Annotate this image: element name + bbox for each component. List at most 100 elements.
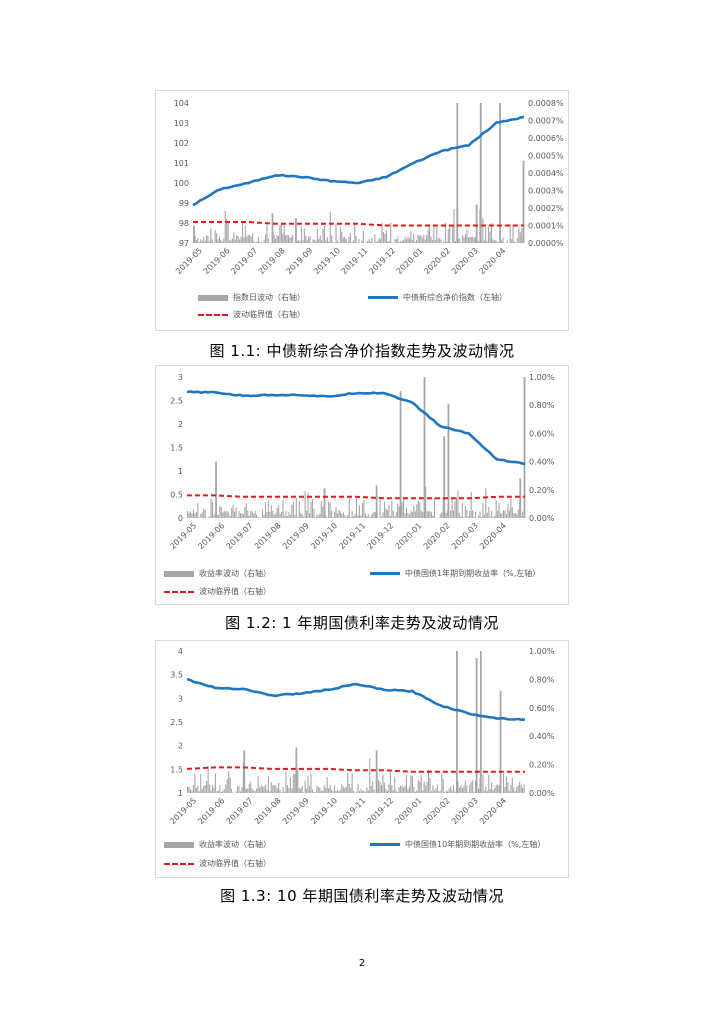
volatility-bar bbox=[234, 511, 236, 518]
volatility-bar bbox=[254, 511, 256, 518]
volatility-bar bbox=[382, 232, 385, 243]
volatility-bar bbox=[436, 517, 438, 518]
volatility-bar bbox=[217, 790, 219, 793]
volatility-bar bbox=[367, 513, 369, 518]
volatility-bar bbox=[356, 792, 358, 793]
volatility-bar bbox=[341, 513, 343, 518]
volatility-bar bbox=[370, 785, 372, 793]
volatility-bar bbox=[452, 225, 454, 243]
volatility-bar bbox=[517, 785, 519, 793]
volatility-bar bbox=[511, 777, 513, 793]
volatility-bar bbox=[469, 785, 471, 793]
volatility-bar bbox=[250, 236, 252, 243]
volatility-bar bbox=[444, 792, 446, 793]
volatility-bar bbox=[495, 500, 497, 518]
volatility-bar bbox=[511, 507, 513, 518]
volatility-bar bbox=[198, 517, 200, 518]
right-axis-tick: 0.0007% bbox=[528, 117, 564, 126]
volatility-bar bbox=[201, 789, 203, 793]
volatility-bar bbox=[232, 504, 234, 518]
volatility-bar bbox=[332, 242, 334, 243]
volatility-bar bbox=[315, 240, 317, 243]
volatility-bar bbox=[410, 510, 412, 518]
volatility-bar bbox=[313, 508, 315, 518]
volatility-bar bbox=[261, 509, 264, 518]
volatility-bar bbox=[504, 510, 506, 518]
volatility-bar bbox=[217, 239, 219, 243]
volatility-bar bbox=[253, 790, 255, 793]
volatility-bar bbox=[280, 223, 282, 243]
volatility-bar bbox=[189, 511, 192, 518]
volatility-bar bbox=[466, 785, 468, 793]
volatility-bar bbox=[227, 222, 229, 243]
volatility-bar bbox=[348, 496, 350, 518]
volatility-bar bbox=[489, 516, 491, 518]
volatility-bar bbox=[419, 781, 421, 793]
volatility-bar bbox=[395, 238, 398, 243]
volatility-bar bbox=[436, 227, 438, 243]
right-axis-tick: 0.00% bbox=[529, 789, 555, 798]
volatility-bar bbox=[475, 236, 477, 243]
volatility-bar bbox=[201, 512, 203, 518]
volatility-bar bbox=[405, 239, 408, 243]
right-axis-tick: 0.20% bbox=[529, 761, 555, 770]
x-axis-tick: 2019-06 bbox=[196, 521, 226, 551]
volatility-bar bbox=[383, 501, 386, 518]
volatility-bar bbox=[377, 240, 379, 243]
right-axis-tick: 0.20% bbox=[529, 486, 555, 495]
left-axis-tick: 2 bbox=[178, 742, 183, 751]
volatility-bar bbox=[279, 513, 281, 518]
volatility-bar bbox=[302, 240, 304, 243]
volatility-bar bbox=[502, 773, 505, 793]
volatility-bar bbox=[347, 773, 349, 793]
volatility-bar bbox=[380, 785, 383, 793]
volatility-bar bbox=[207, 235, 209, 243]
volatility-bar bbox=[194, 774, 196, 793]
volatility-bar bbox=[286, 515, 289, 518]
volatility-spike bbox=[423, 377, 426, 518]
volatility-bar bbox=[491, 781, 493, 793]
volatility-bar bbox=[333, 511, 336, 518]
volatility-bar bbox=[516, 238, 518, 243]
volatility-bar bbox=[279, 225, 281, 243]
volatility-bar bbox=[464, 505, 466, 518]
volatility-bar bbox=[388, 241, 390, 243]
volatility-bar bbox=[485, 786, 487, 793]
volatility-bar bbox=[252, 233, 254, 243]
volatility-bar bbox=[492, 790, 494, 793]
page-number: 2 bbox=[358, 958, 366, 969]
volatility-bar bbox=[386, 509, 388, 518]
volatility-bar bbox=[317, 515, 319, 518]
volatility-bar bbox=[342, 512, 344, 518]
volatility-bar bbox=[264, 502, 266, 518]
volatility-bar bbox=[363, 499, 365, 518]
left-axis-tick: 103 bbox=[174, 119, 189, 128]
x-axis-tick: 2019-11 bbox=[337, 796, 367, 826]
volatility-bar bbox=[345, 516, 347, 518]
volatility-bar bbox=[223, 789, 225, 793]
volatility-bar bbox=[441, 512, 443, 518]
volatility-bar bbox=[425, 486, 427, 518]
volatility-bar bbox=[195, 511, 197, 518]
volatility-bar bbox=[477, 788, 480, 793]
volatility-bar bbox=[489, 789, 491, 793]
volatility-bar bbox=[322, 790, 324, 793]
volatility-bar bbox=[374, 234, 376, 243]
volatility-bar bbox=[245, 788, 247, 793]
volatility-bar bbox=[236, 516, 239, 518]
volatility-bar bbox=[356, 498, 358, 518]
volatility-bar bbox=[249, 234, 251, 243]
volatility-bar bbox=[325, 787, 327, 793]
volatility-bar bbox=[513, 241, 516, 243]
volatility-bar bbox=[425, 785, 427, 793]
volatility-spike bbox=[443, 436, 446, 518]
volatility-bar bbox=[251, 511, 253, 518]
volatility-bar bbox=[200, 514, 202, 518]
volatility-bar bbox=[475, 511, 477, 518]
volatility-bar bbox=[291, 788, 293, 793]
volatility-bar bbox=[326, 517, 328, 518]
x-axis-tick: 2020-03 bbox=[450, 521, 480, 551]
threshold-line bbox=[187, 494, 525, 500]
volatility-bar bbox=[300, 788, 302, 793]
volatility-bar bbox=[306, 240, 308, 243]
